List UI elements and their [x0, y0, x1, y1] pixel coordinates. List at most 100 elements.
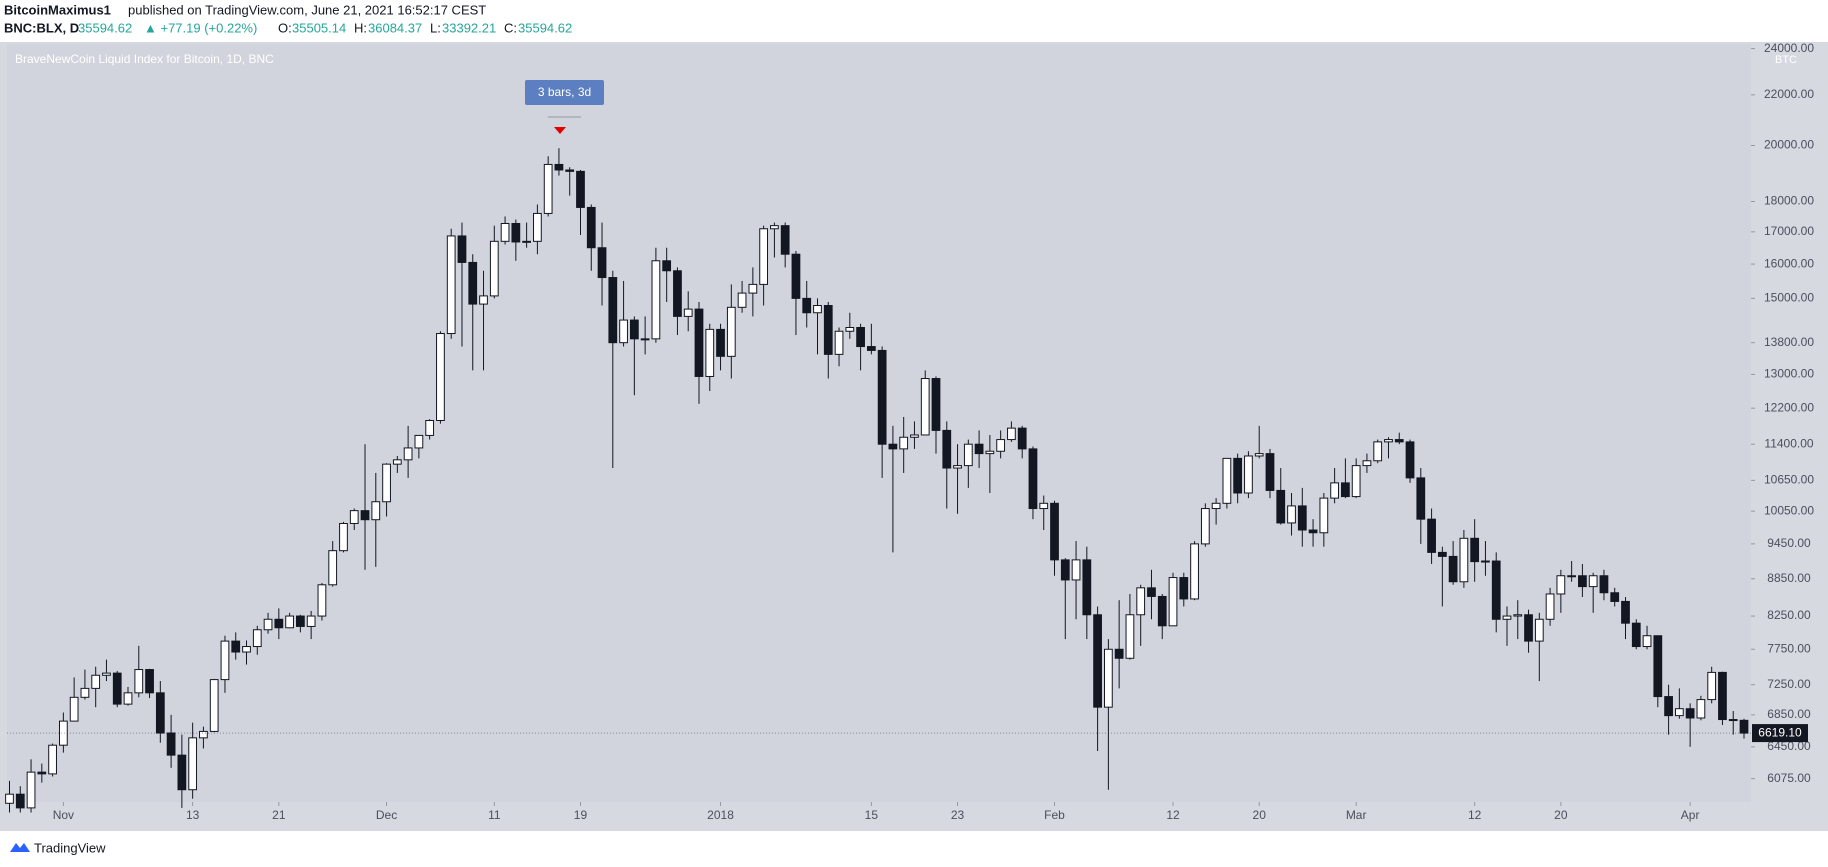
publisher: BitcoinMaximus1 [4, 2, 111, 17]
candle-body [37, 771, 47, 775]
brand-logo [10, 843, 30, 852]
y-tick-label: 6075.00 [1767, 771, 1811, 785]
candle-body [5, 793, 14, 804]
candle-body [726, 306, 736, 357]
y-tick-label: 6450.00 [1767, 739, 1811, 753]
candle-body [425, 420, 435, 436]
chart-title: BraveNewCoin Liquid Index for Bitcoin, 1… [15, 52, 274, 66]
candle-body [1276, 489, 1286, 524]
candle-body [1287, 505, 1296, 524]
candle-body [629, 319, 639, 340]
candle-body [1567, 575, 1577, 578]
candle-body [823, 305, 833, 355]
candle-body [877, 349, 887, 445]
candle-body [942, 429, 952, 469]
candle-body [1071, 559, 1081, 581]
candle-body [446, 235, 456, 335]
candle-body [1211, 502, 1221, 510]
candle-body [360, 510, 370, 521]
candle-body [1082, 559, 1092, 616]
candle-body [1147, 587, 1156, 597]
candle-body [662, 260, 672, 272]
y-tick-label: 13000.00 [1764, 367, 1814, 381]
y-tick-label: 12200.00 [1764, 400, 1814, 414]
candle-body [802, 297, 812, 314]
candle-body [231, 640, 241, 653]
candle-body [931, 378, 941, 431]
candle-body [813, 305, 822, 314]
candle-body [1060, 559, 1070, 581]
candle-body [1007, 427, 1016, 441]
candle-body [102, 672, 111, 676]
y-tick-label: 11400.00 [1764, 436, 1813, 450]
open-label: O: [278, 20, 292, 35]
candle-body [1373, 441, 1383, 462]
candle-body [1707, 671, 1717, 701]
y-tick-label: 22000.00 [1764, 87, 1814, 101]
candle-body [339, 522, 348, 552]
candle-body [166, 732, 176, 756]
symbol: BNC:BLX, D [4, 20, 79, 35]
candle-body [1416, 477, 1426, 520]
y-tick-label: 8850.00 [1767, 571, 1811, 585]
x-tick-label: 15 [865, 808, 879, 822]
candle-body [414, 434, 424, 449]
candle-body [1556, 575, 1566, 595]
y-tick-label: 7250.00 [1767, 677, 1811, 691]
candle-body [1674, 708, 1684, 717]
candle-body [608, 277, 618, 344]
candle-body [845, 326, 855, 332]
candle-body [1588, 575, 1598, 588]
x-tick-label: 2018 [707, 808, 734, 822]
candle-body [1718, 671, 1727, 721]
candle-body [543, 163, 553, 214]
y-tick-label: 10650.00 [1764, 473, 1814, 487]
x-tick-label: 20 [1554, 808, 1568, 822]
close-label: C: [504, 20, 517, 35]
candle-body [296, 615, 305, 627]
candle-body [1039, 502, 1049, 510]
candle-body [306, 615, 316, 627]
candle-body [1244, 455, 1253, 494]
high-value: 36084.37 [368, 20, 422, 35]
candle-body [791, 253, 801, 299]
candle-body [1136, 587, 1146, 616]
candle-body [1664, 696, 1673, 717]
candle-body [274, 618, 284, 629]
candle-body [737, 292, 747, 308]
annotation-box [525, 80, 604, 105]
candle-body [1384, 439, 1393, 443]
candle-body [716, 328, 725, 357]
y-unit: BTC [1775, 54, 1797, 66]
candle-body [834, 330, 844, 355]
candle-body [1685, 708, 1695, 719]
candle-body [349, 510, 359, 524]
x-tick-label: 13 [186, 808, 200, 822]
y-tick-label: 8250.00 [1767, 608, 1811, 622]
candle-body [759, 228, 769, 285]
candle-body [619, 319, 628, 344]
candle-body [856, 326, 865, 348]
candle-body [996, 439, 1006, 452]
candle-body [597, 247, 607, 279]
candle-body [1578, 575, 1587, 588]
candle-body [134, 669, 144, 694]
candle-body [371, 501, 381, 521]
published: published on TradingView.com, June 21, 2… [128, 2, 486, 17]
x-tick-label: 11 [488, 808, 501, 822]
close-value: 35594.62 [518, 20, 572, 35]
candle-body [155, 692, 165, 734]
candle-body [1470, 537, 1480, 563]
candle-body [145, 669, 154, 694]
candle-body [1481, 560, 1490, 563]
candle-body [252, 629, 262, 648]
candle-body [1330, 482, 1339, 499]
y-tick-label: 9450.00 [1767, 536, 1811, 550]
candle-body [533, 212, 542, 242]
y-tick-label: 17000.00 [1764, 224, 1814, 238]
candle-body [1319, 497, 1329, 534]
candle-body [80, 687, 90, 698]
candle-body [1534, 618, 1544, 642]
candle-body [112, 672, 122, 705]
annotation-marker [554, 127, 566, 134]
